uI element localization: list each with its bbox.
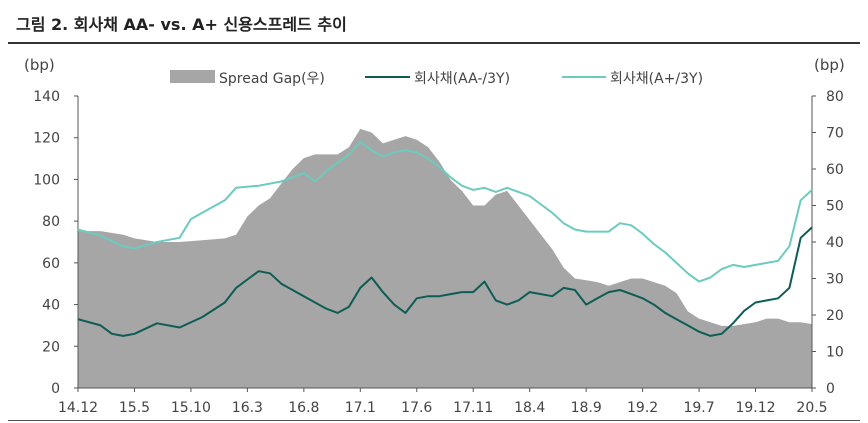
x-tick-label: 17.6 <box>401 400 432 416</box>
right-tick-label: 40 <box>826 235 844 251</box>
x-tick-label: 15.10 <box>171 400 211 416</box>
left-axis-unit: (bp) <box>24 56 55 74</box>
right-axis-unit: (bp) <box>814 56 845 74</box>
left-tick-label: 120 <box>33 131 60 147</box>
area-layer <box>78 128 812 388</box>
left-tick-label: 20 <box>42 339 60 355</box>
left-tick-label: 80 <box>42 214 60 230</box>
legend-swatch-spread-gap <box>170 70 215 83</box>
series-a-line <box>77 140 813 283</box>
series-spread-gap-area <box>78 128 812 388</box>
x-tick-label: 17.11 <box>453 400 493 416</box>
right-tick-label: 10 <box>826 345 844 361</box>
legend-label-spread-gap: Spread Gap(우) <box>219 71 325 87</box>
left-tick-label: 0 <box>51 381 60 397</box>
x-tick-label: 14.12 <box>58 400 98 416</box>
right-tick-label: 50 <box>826 199 844 215</box>
legend-label-aa: 회사채(AA-/3Y) <box>414 71 510 87</box>
left-tick-label: 100 <box>33 172 60 188</box>
legend-label-a: 회사채(A+/3Y) <box>610 71 703 87</box>
x-tick-label: 16.3 <box>232 400 263 416</box>
x-tick-label: 15.5 <box>119 400 150 416</box>
figure-title: 그림 2. 회사채 AA- vs. A+ 신용스프레드 추이 <box>16 15 347 34</box>
legend: Spread Gap(우) 회사채(AA-/3Y) 회사채(A+/3Y) <box>170 70 703 87</box>
x-tick-label: 19.12 <box>735 400 775 416</box>
right-tick-label: 30 <box>826 272 844 288</box>
left-tick-label: 140 <box>33 89 60 105</box>
bottom-rule <box>8 420 860 421</box>
right-tick-label: 60 <box>826 162 844 178</box>
x-tick-label: 18.9 <box>571 400 602 416</box>
x-tick-label: 19.2 <box>627 400 658 416</box>
line-layer <box>77 140 813 337</box>
title-rule <box>8 42 860 44</box>
x-tick-label: 17.1 <box>345 400 376 416</box>
right-tick-label: 70 <box>826 126 844 142</box>
x-tick-label: 16.8 <box>288 400 319 416</box>
series-aa-line <box>77 226 813 337</box>
x-tick-label: 18.4 <box>514 400 545 416</box>
x-tick-label: 20.5 <box>796 400 827 416</box>
left-tick-label: 60 <box>42 256 60 272</box>
right-tick-label: 20 <box>826 308 844 324</box>
right-tick-label: 0 <box>826 381 835 397</box>
right-tick-label: 80 <box>826 89 844 105</box>
left-tick-label: 40 <box>42 298 60 314</box>
x-tick-label: 19.7 <box>683 400 714 416</box>
tick-layer: 0 20 40 60 80 100 120 140 0 10 20 30 40 50 60 70 80 14.12… <box>33 89 844 416</box>
